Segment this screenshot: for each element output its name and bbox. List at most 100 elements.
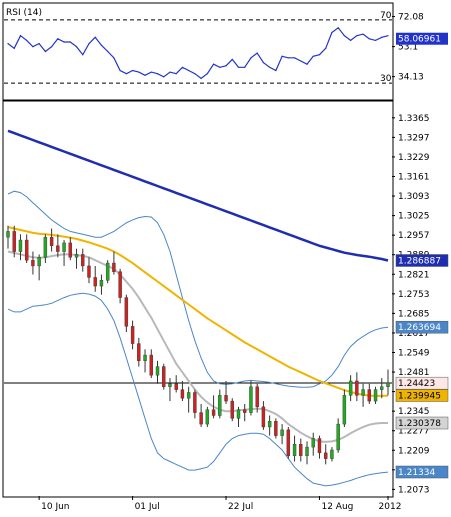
bb-lower-tag	[395, 465, 449, 479]
candle-body	[6, 231, 10, 238]
rsi-point	[312, 55, 314, 57]
rsi-point	[200, 77, 202, 80]
rsi-current-label: 58.06961	[398, 35, 441, 45]
candle-body	[386, 382, 390, 387]
rsi-point	[26, 39, 28, 42]
price-xtick-label: 2012	[379, 502, 402, 512]
candle-body	[255, 386, 259, 408]
candle-body	[137, 343, 141, 362]
rsi-point	[169, 71, 171, 73]
candle-body	[336, 423, 340, 451]
candle-body	[311, 438, 315, 448]
price-ytick-label: 1.3093	[398, 192, 430, 202]
rsi-point	[350, 39, 352, 42]
last-price-tag	[395, 376, 449, 390]
rsi-point	[381, 36, 383, 38]
rsi-point	[100, 44, 103, 46]
rsi-point	[337, 27, 339, 29]
rsi-point	[7, 42, 9, 45]
rsi-point	[362, 33, 364, 35]
rsi-point	[356, 35, 358, 37]
rsi-point	[144, 74, 146, 76]
price-ytick-label: 1.2209	[398, 446, 430, 456]
price-panel: 1.3365 1.3297 1.3229 1.3161 1.3093 1.3025 1.29…	[2, 100, 449, 512]
rsi-point	[75, 46, 78, 48]
price-ytick-label: 1.2549	[398, 348, 430, 358]
price-ytick-label: 1.3297	[398, 133, 430, 143]
candle-body	[130, 326, 135, 344]
bb-upper-label: 1.263694	[398, 323, 441, 333]
rsi-point	[63, 41, 65, 43]
rsi-title: RSI (14)	[6, 8, 42, 18]
candle-body	[330, 449, 334, 459]
rsi-point	[51, 46, 53, 48]
price-ytick-label: 1.2753	[398, 290, 430, 300]
candle-body	[342, 395, 347, 425]
candle-body	[174, 383, 178, 390]
rsi-point	[269, 66, 271, 68]
bollinger-upper-line	[7, 190, 389, 388]
bollinger-lower-line	[7, 292, 389, 487]
candle-body	[193, 392, 197, 413]
sma200-line	[7, 129, 389, 262]
price-ytick-label: 1.3229	[398, 153, 430, 163]
rsi-point	[113, 57, 115, 59]
rsi-point	[131, 69, 134, 72]
candle-body	[280, 429, 284, 436]
rsi-level-label: 30	[380, 74, 392, 84]
candle-body	[230, 400, 234, 419]
rsi-point	[194, 73, 196, 75]
candle-body	[373, 389, 378, 402]
rsi-point	[107, 50, 109, 53]
candle-body	[317, 438, 322, 454]
sma50-line	[7, 226, 389, 397]
rsi-point	[250, 57, 252, 59]
price-ytick-label: 1.2481	[398, 368, 430, 378]
rsi-point	[125, 73, 127, 75]
candle-body	[361, 389, 365, 396]
price-xtick-label: 10 Jun	[41, 502, 69, 512]
candle-body	[118, 271, 122, 298]
rsi-point	[175, 73, 177, 75]
rsi-point	[368, 38, 370, 40]
candle-body	[261, 406, 266, 428]
candle-body	[367, 389, 372, 402]
rsi-point	[293, 57, 296, 59]
candle-body	[87, 265, 91, 278]
price-xtick-label: 22 Jul	[228, 502, 253, 512]
rsi-point	[82, 54, 84, 56]
rsi-series-line	[7, 26, 389, 80]
candle-body	[99, 280, 104, 287]
rsi-point	[262, 61, 265, 64]
candle-body	[12, 231, 16, 252]
candle-body	[205, 409, 210, 425]
rsi-panel: RSI (14) 70 30 72.08 53.1 34.13 58.06961	[2, 2, 448, 101]
rsi-plot-border	[2, 2, 394, 101]
candle-body	[162, 366, 166, 387]
candle-body	[49, 236, 54, 246]
rsi-point	[244, 66, 246, 68]
rsi-point	[19, 35, 22, 37]
price-ytick-label: 1.2277	[398, 427, 430, 437]
price-ytick-label: 1.3161	[398, 172, 430, 182]
rsi-point	[119, 69, 121, 72]
rsi-point	[138, 71, 140, 73]
price-ytick-label: 1.2345	[398, 407, 430, 417]
candle-body	[180, 389, 185, 399]
candle-body	[355, 380, 359, 396]
rsi-point	[237, 66, 240, 68]
bb-upper-tag	[395, 320, 449, 334]
rsi-point	[275, 69, 277, 72]
price-xtick-label: 12 Aug	[321, 502, 353, 512]
rsi-point	[231, 58, 233, 61]
rsi-current-tag	[396, 32, 448, 45]
rsi-point	[150, 71, 152, 73]
rsi-point	[69, 41, 71, 43]
candle-body	[274, 421, 278, 436]
rsi-ytick-label: 34.13	[398, 73, 424, 83]
rsi-point	[57, 38, 59, 40]
rsi-point	[163, 76, 165, 78]
candle-body	[68, 242, 72, 258]
candle-body	[305, 446, 309, 456]
